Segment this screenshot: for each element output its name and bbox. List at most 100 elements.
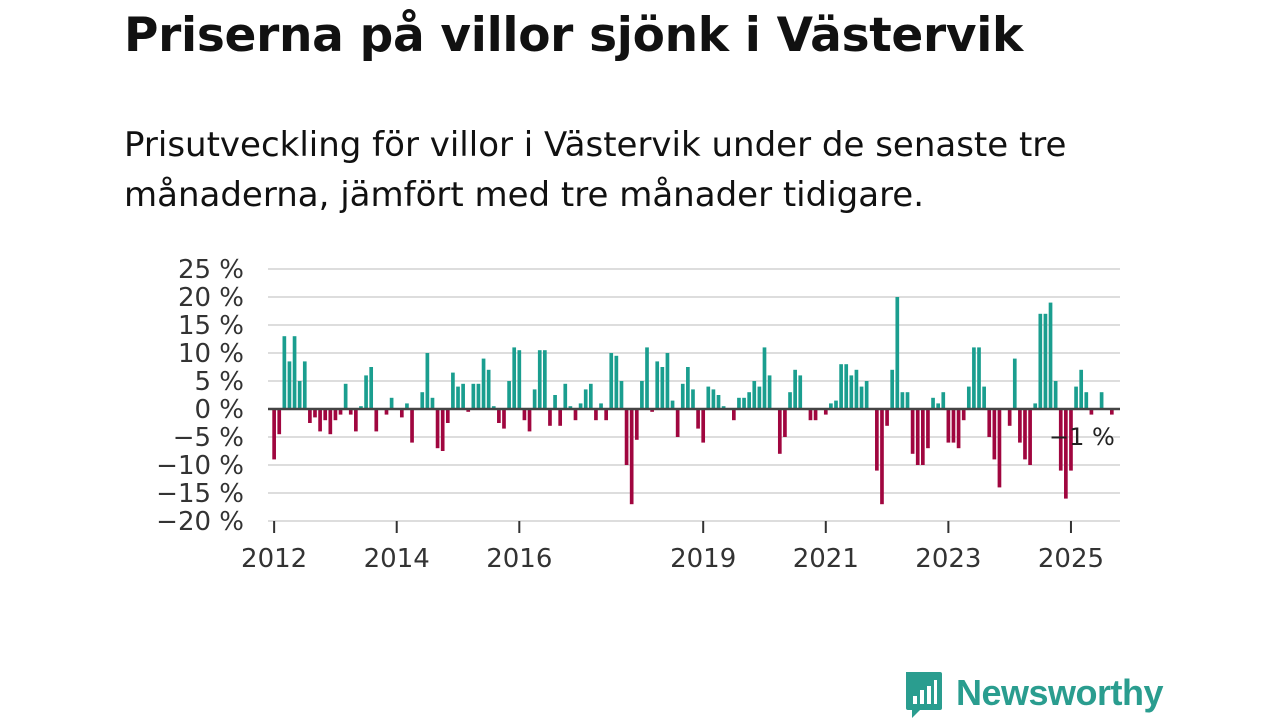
bar	[338, 409, 343, 415]
bar	[956, 409, 961, 449]
bar	[491, 406, 496, 409]
bar	[1074, 386, 1078, 409]
y-tick-label: 0 %	[194, 395, 244, 425]
bar	[308, 409, 312, 423]
bar	[829, 403, 833, 409]
bar	[936, 403, 940, 409]
bar	[931, 397, 935, 409]
bar	[297, 381, 302, 409]
bar	[609, 353, 614, 409]
bar	[389, 397, 394, 409]
bar	[767, 375, 772, 409]
bar	[634, 409, 639, 440]
bar	[318, 409, 322, 432]
bar	[716, 395, 721, 409]
y-tick-label: 10 %	[178, 339, 244, 369]
bar	[537, 350, 542, 409]
bar	[614, 355, 619, 409]
y-tick-label: −15 %	[156, 479, 244, 509]
bar	[1089, 409, 1094, 415]
last-value-label: −1 %	[1049, 423, 1115, 451]
bar	[543, 350, 547, 409]
bar	[757, 386, 762, 409]
bar	[354, 409, 358, 432]
bar	[425, 353, 430, 409]
bar	[859, 386, 864, 409]
bar	[793, 369, 797, 409]
bar	[399, 409, 404, 418]
bar	[875, 409, 879, 471]
bar	[813, 409, 818, 421]
bar	[777, 409, 782, 454]
bar	[900, 392, 905, 409]
bar	[624, 409, 629, 465]
y-tick-label: 5 %	[194, 367, 244, 397]
x-tick-label: 2025	[1038, 544, 1104, 574]
bar	[783, 409, 787, 437]
bar	[640, 381, 644, 409]
bar	[721, 406, 726, 409]
bar	[594, 409, 598, 421]
bar	[670, 400, 675, 409]
bar	[619, 381, 624, 409]
bar	[435, 409, 440, 449]
bar	[328, 409, 333, 435]
bar	[966, 386, 971, 409]
brand-name: Newsworthy	[956, 672, 1164, 713]
bar	[946, 409, 951, 443]
bar	[823, 409, 828, 415]
bar	[369, 367, 374, 409]
bar	[517, 350, 522, 409]
bar	[282, 336, 287, 409]
y-tick-label: 20 %	[178, 283, 244, 313]
y-tick-label: −10 %	[156, 451, 244, 481]
bar	[1033, 403, 1038, 409]
bar	[650, 409, 654, 412]
bar	[548, 409, 552, 426]
bar	[481, 358, 486, 409]
bar	[420, 392, 425, 409]
bar	[880, 409, 884, 505]
bar	[313, 409, 317, 418]
bar	[798, 375, 803, 409]
bar	[1069, 409, 1073, 471]
bar	[573, 409, 578, 421]
bar	[272, 409, 276, 460]
bar	[374, 409, 379, 432]
bar	[696, 409, 700, 429]
bar	[348, 409, 353, 415]
bar	[445, 409, 450, 423]
bar	[405, 403, 409, 409]
bar	[742, 397, 746, 409]
bar	[747, 392, 752, 409]
bar	[343, 383, 348, 409]
bar	[522, 409, 527, 421]
bar	[568, 406, 573, 409]
bar	[987, 409, 992, 437]
x-tick-label: 2014	[364, 544, 430, 574]
x-tick-label: 2016	[486, 544, 552, 574]
bar	[323, 409, 328, 421]
bar	[287, 361, 292, 409]
bar	[686, 367, 690, 409]
bar	[359, 406, 363, 409]
bar	[711, 389, 716, 409]
bar	[456, 386, 460, 409]
bar	[977, 347, 981, 409]
bar	[502, 409, 506, 429]
bar	[486, 369, 491, 409]
page-title: Priserna på villor sjönk i Västervik	[124, 8, 1023, 63]
bar	[849, 375, 854, 409]
bar	[1058, 409, 1063, 471]
bar	[1043, 313, 1048, 409]
bar	[430, 397, 435, 409]
bar	[532, 389, 537, 409]
bar	[691, 389, 695, 409]
bar	[895, 297, 900, 409]
bar	[1048, 302, 1053, 409]
bar	[752, 381, 757, 409]
bar	[1028, 409, 1032, 465]
y-tick-label: 25 %	[178, 255, 244, 285]
bar	[732, 409, 736, 421]
bar	[451, 372, 455, 409]
